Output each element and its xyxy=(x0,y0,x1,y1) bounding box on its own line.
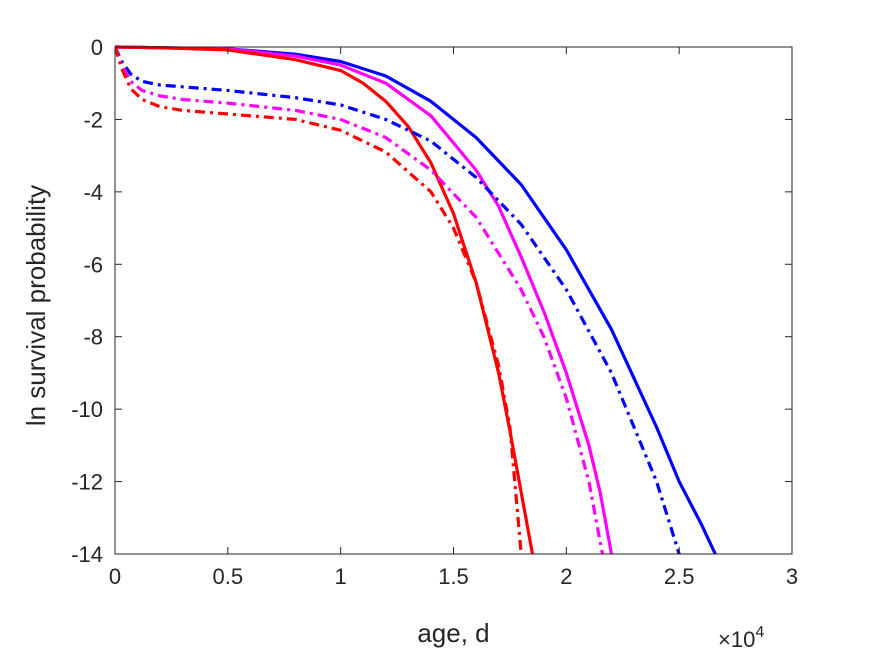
y-axis-label: ln survival probability xyxy=(21,185,51,426)
y-tick-label: -8 xyxy=(83,325,103,350)
series-line-5 xyxy=(115,46,605,555)
x-tick-label: 1 xyxy=(335,564,347,589)
y-tick-label: -4 xyxy=(83,180,103,205)
x-tick-label: 1.5 xyxy=(438,564,469,589)
tick-layer: 0 0.5 1 1.5 2 2.5 3 0 -2 -4 -6 -8 -10 -12 -14 xyxy=(71,35,798,589)
x-tick-label: 2.5 xyxy=(664,564,695,589)
x-tick-label: 2 xyxy=(560,564,572,589)
y-tick-label: -14 xyxy=(71,542,103,567)
x-tick-label: 0.5 xyxy=(213,564,244,589)
series-line-6 xyxy=(115,46,523,555)
y-tick-label: -12 xyxy=(71,470,103,495)
x-axis-multiplier: ×104 xyxy=(718,624,764,652)
x-axis-multiplier-base: ×10 xyxy=(718,627,755,652)
plot-area xyxy=(115,47,792,554)
series-layer xyxy=(115,45,717,555)
series-line-2 xyxy=(115,45,614,555)
series-line-4 xyxy=(115,46,681,555)
x-axis-label: age, d xyxy=(417,618,489,648)
x-axis-multiplier-exponent: 4 xyxy=(755,624,764,641)
x-tick-label: 3 xyxy=(786,564,798,589)
y-tick-label: 0 xyxy=(91,35,103,60)
x-tick-label: 0 xyxy=(109,564,121,589)
y-tick-label: -2 xyxy=(83,107,103,132)
y-tick-label: -6 xyxy=(83,252,103,277)
y-tick-label: -10 xyxy=(71,397,103,422)
